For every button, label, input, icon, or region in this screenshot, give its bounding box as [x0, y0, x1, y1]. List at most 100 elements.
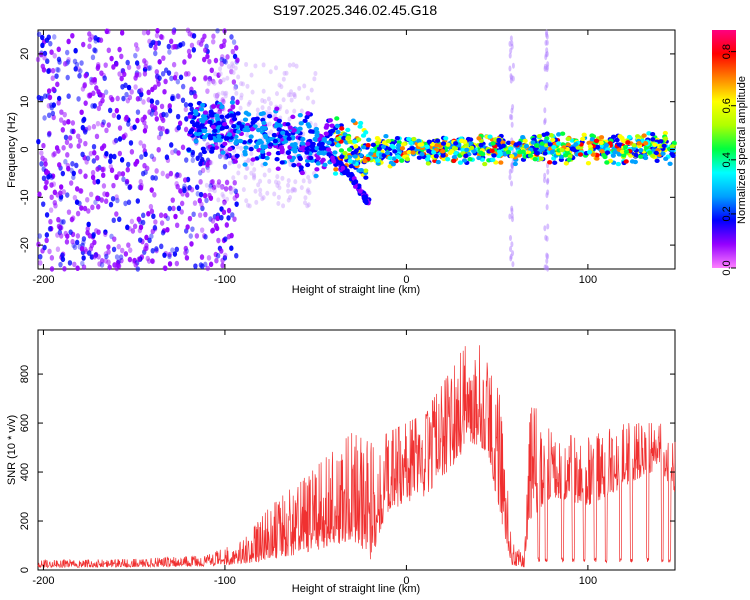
spectrogram-dot: [117, 71, 122, 77]
spectrogram-dot: [347, 139, 353, 144]
spectrogram-dot: [556, 132, 562, 137]
spectrogram-dot: [111, 246, 117, 253]
spectrogram-dot: [75, 210, 81, 217]
spectrogram-dot: [669, 144, 675, 149]
spectrogram-dot: [262, 172, 267, 178]
spectrogram-dot: [194, 121, 200, 126]
spectrogram-dot: [49, 194, 54, 201]
spectrogram-dot: [543, 225, 547, 232]
spectrogram-dot: [465, 136, 472, 142]
spectrogram-dot: [77, 200, 82, 207]
spectrogram-dot: [305, 122, 311, 127]
spectrogram-dot: [149, 103, 155, 109]
spectrogram-dot: [52, 34, 57, 40]
spectrogram-dot: [165, 215, 171, 222]
spectrogram-dot: [209, 113, 215, 118]
spectrogram-dot: [171, 205, 176, 212]
spectrogram-dot: [78, 168, 83, 175]
spectrogram-dot: [127, 94, 133, 101]
spectrogram-dot: [159, 34, 164, 40]
spectrogram-dot: [284, 70, 289, 76]
spectrogram-dot: [117, 171, 122, 177]
spectrogram-dot: [65, 192, 70, 198]
spectrogram-dot: [56, 100, 61, 106]
spectrogram-dot: [368, 151, 374, 156]
spectrogram-dot: [79, 109, 84, 116]
spectrogram-dot: [91, 123, 97, 130]
spectrogram-dot: [57, 162, 62, 168]
spectrogram-dot: [142, 58, 147, 64]
spectrogram-dot: [234, 201, 239, 207]
spectrogram-dot: [399, 146, 406, 151]
spectrogram-dot: [662, 136, 669, 141]
spectrogram-dot: [234, 45, 239, 51]
spectrogram-dot: [78, 187, 83, 194]
spectrogram-dot: [110, 195, 116, 202]
spectrogram-dot: [234, 192, 240, 199]
spectrogram-dot: [65, 74, 70, 81]
spectrogram-dot: [154, 168, 159, 174]
spectrogram-dot: [276, 200, 281, 206]
spectrogram-dot: [87, 36, 93, 43]
spectrogram-dot: [546, 61, 550, 68]
spectrogram-dot: [207, 58, 212, 65]
spectrogram-dot: [277, 185, 282, 191]
spectrogram-dot: [143, 63, 148, 70]
spectrogram-dot: [231, 39, 237, 45]
spectrogram-dot: [547, 160, 553, 165]
spectrogram-dot: [233, 84, 239, 90]
spectrogram-dot: [374, 135, 380, 141]
spectrogram-dot: [87, 93, 92, 99]
spectrogram-dot: [363, 130, 369, 135]
spectrogram-dot: [419, 151, 425, 157]
spectrogram-dot: [149, 208, 155, 215]
spectrogram-dot: [271, 132, 277, 138]
spectrogram-dot: [119, 157, 125, 163]
spectrogram-dot: [278, 145, 285, 150]
spectrogram-dot: [408, 140, 414, 146]
spectrogram-dot: [426, 148, 432, 154]
spectrogram-dot: [183, 102, 189, 108]
spectrogram-dot: [155, 99, 160, 106]
spectrogram-dot: [621, 153, 627, 158]
spectrogram-dot: [207, 76, 213, 82]
spectrogram-dot: [213, 57, 219, 64]
spectrogram-dot: [232, 179, 237, 186]
x-tick-label: 0: [403, 274, 409, 286]
spectrogram-dot: [509, 113, 513, 120]
spectrogram-dot: [309, 87, 314, 93]
spectrogram-dot: [187, 215, 193, 222]
spectrogram-dot: [78, 68, 83, 74]
spectrogram-dot: [216, 197, 221, 203]
spectrogram-dot: [201, 56, 207, 63]
spectrogram-dot: [135, 109, 141, 115]
spectrogram-dot: [83, 72, 88, 79]
spectrogram-dot: [176, 205, 182, 212]
spectrogram-dot: [139, 154, 144, 160]
spectrogram-dot: [348, 164, 354, 169]
spectrogram-dot: [615, 161, 621, 167]
spectrogram-dot: [260, 196, 265, 202]
spectrogram-dot: [95, 195, 100, 201]
spectrogram-dot: [123, 132, 128, 139]
spectrogram-dot: [117, 125, 123, 131]
spectrogram-dot: [289, 142, 295, 147]
spectrogram-dot: [154, 69, 159, 75]
spectrogram-dot: [218, 66, 223, 72]
spectrogram-dot: [112, 153, 117, 160]
spectrogram-dot: [395, 145, 402, 151]
spectrogram-dot: [510, 241, 514, 248]
spectrogram-dot: [75, 233, 81, 239]
spectrogram-dot: [56, 46, 61, 53]
spectrogram-dot: [182, 177, 188, 183]
spectrogram-dot: [211, 38, 216, 45]
spectrogram-dot: [244, 198, 249, 204]
spectrogram-dot: [219, 126, 226, 131]
spectrogram-dot: [586, 140, 592, 146]
spectrogram-dot: [89, 34, 95, 40]
spectrogram-dot: [125, 166, 130, 173]
spectrogram-dot: [223, 252, 228, 259]
spectrogram-dot: [133, 75, 138, 81]
spectrogram-dot: [206, 167, 211, 173]
